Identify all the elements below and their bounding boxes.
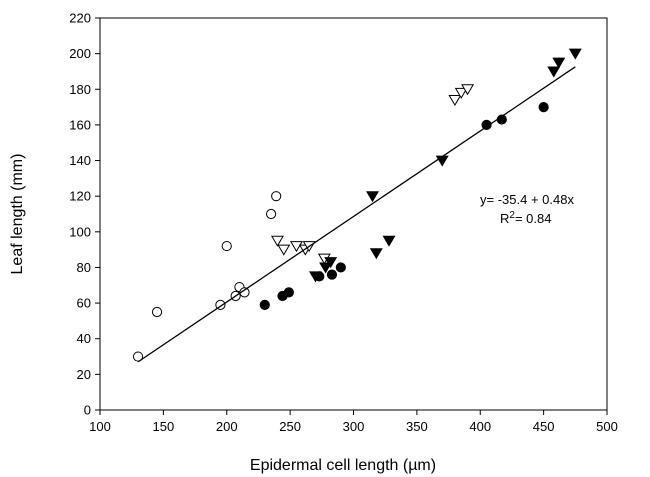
x-tick-label: 150 bbox=[153, 419, 175, 434]
data-point-circle-filled bbox=[259, 299, 270, 310]
y-axis-title: Leaf length (mm) bbox=[9, 154, 26, 275]
data-point-circle-filled bbox=[283, 287, 294, 298]
data-point-triangle-down-filled bbox=[435, 155, 449, 167]
y-tick-label: 180 bbox=[69, 82, 91, 97]
x-tick-label: 450 bbox=[533, 419, 555, 434]
y-tick-label: 140 bbox=[69, 153, 91, 168]
r-squared-label: R2= 0.84 bbox=[500, 210, 551, 226]
data-point-triangle-down-filled bbox=[369, 248, 383, 260]
x-tick-label: 500 bbox=[596, 419, 618, 434]
x-tick-label: 100 bbox=[89, 419, 111, 434]
fit-line bbox=[137, 66, 576, 363]
data-point-triangle-down-filled bbox=[547, 66, 561, 78]
x-tick-label: 200 bbox=[216, 419, 238, 434]
data-point-triangle-down-filled bbox=[382, 235, 396, 247]
y-tick-label: 120 bbox=[69, 189, 91, 204]
axis-ticks: 100 150 200 250 300 350 400 450 500 0 20 40 60 80 100 1… bbox=[69, 11, 618, 435]
regression-equation: y= -35.4 + 0.48x bbox=[480, 192, 574, 207]
data-point-circle-open bbox=[266, 208, 277, 220]
data-point-circle-filled bbox=[326, 269, 338, 280]
data-point-triangle-down-open bbox=[461, 84, 475, 96]
y-tick-label: 40 bbox=[77, 331, 91, 346]
data-point-triangle-down-filled bbox=[324, 257, 338, 269]
y-tick-label: 160 bbox=[69, 117, 91, 132]
data-point-circle-open bbox=[221, 240, 232, 252]
data-point-triangle-down-filled bbox=[319, 262, 333, 274]
regression-line bbox=[137, 66, 576, 363]
x-tick-label: 300 bbox=[343, 419, 365, 434]
data-point-circle-filled bbox=[538, 101, 549, 113]
y-tick-label: 220 bbox=[69, 11, 91, 26]
y-tick-label: 60 bbox=[77, 296, 91, 311]
data-point-triangle-down-open bbox=[289, 241, 303, 253]
data-point-triangle-down-filled bbox=[366, 191, 379, 203]
y-tick-label: 100 bbox=[69, 224, 91, 239]
data-point-circle-open bbox=[151, 306, 163, 318]
y-tick-label: 80 bbox=[77, 260, 91, 275]
x-tick-label: 250 bbox=[279, 419, 301, 434]
data-point-triangle-down-open bbox=[277, 244, 291, 256]
y-tick-label: 0 bbox=[84, 403, 91, 418]
data-point-circle-filled bbox=[481, 119, 492, 131]
x-tick-label: 350 bbox=[406, 419, 428, 434]
y-tick-label: 20 bbox=[77, 367, 91, 382]
data-point-triangle-down-open bbox=[270, 235, 284, 247]
x-axis-title: Epidermal cell length (µm) bbox=[250, 457, 436, 474]
data-point-circle-open bbox=[271, 191, 282, 202]
data-markers bbox=[132, 48, 582, 362]
data-point-triangle-down-open bbox=[448, 94, 462, 106]
x-tick-label: 400 bbox=[469, 419, 491, 434]
data-point-circle-filled bbox=[335, 262, 346, 273]
data-point-triangle-down-filled bbox=[552, 57, 566, 69]
data-point-triangle-down-filled bbox=[309, 271, 322, 283]
data-point-triangle-down-filled bbox=[568, 48, 582, 60]
y-tick-label: 200 bbox=[69, 46, 91, 61]
data-point-triangle-down-open bbox=[454, 87, 468, 99]
